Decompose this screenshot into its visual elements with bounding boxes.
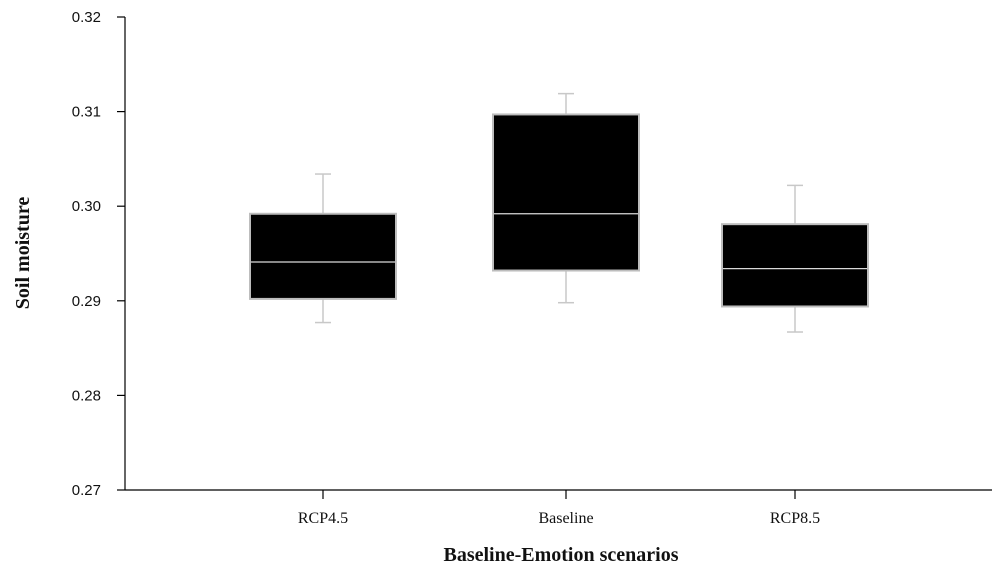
box-series (249, 92, 869, 333)
x-axis-ticks: RCP4.5 Baseline RCP8.5 (298, 490, 820, 527)
y-tick-label: 0.30 (72, 198, 101, 215)
x-tick-label: RCP8.5 (770, 510, 820, 527)
box-rcp4-5 (249, 173, 397, 324)
iqr-box (492, 113, 640, 272)
y-tick-label: 0.28 (72, 387, 101, 404)
box-rcp8-5 (721, 184, 869, 333)
x-tick-label: RCP4.5 (298, 510, 348, 527)
iqr-box (721, 223, 869, 308)
x-tick-label: Baseline (538, 510, 593, 527)
axes (124, 17, 992, 491)
y-tick-label: 0.31 (72, 104, 101, 121)
box-baseline (492, 92, 640, 304)
iqr-box (249, 212, 397, 300)
y-tick-label: 0.29 (72, 293, 101, 310)
y-tick-label: 0.32 (72, 9, 101, 26)
y-tick-label: 0.27 (72, 482, 101, 499)
y-axis-title: Soil moisture (12, 197, 34, 310)
x-axis-title: Baseline-Emotion scenarios (444, 544, 679, 566)
y-axis-ticks: 0.27 0.28 0.29 0.30 0.31 0.32 (72, 9, 125, 499)
